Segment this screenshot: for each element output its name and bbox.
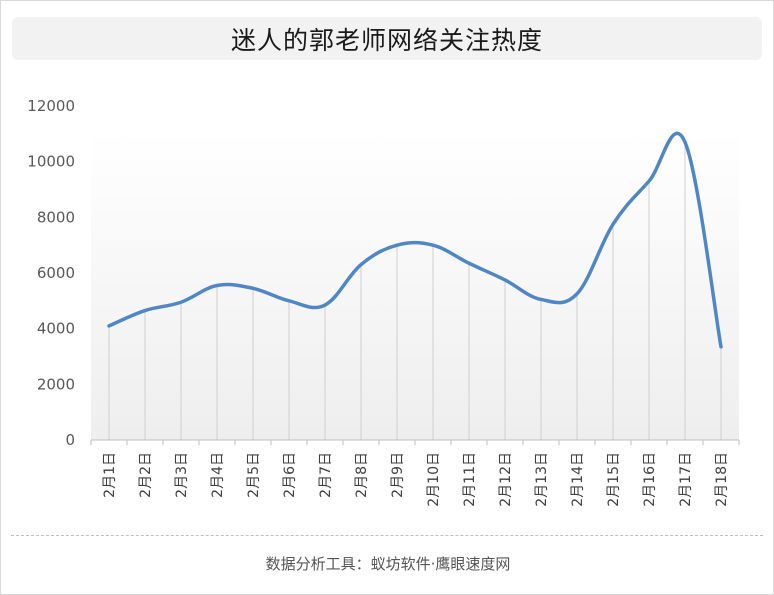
x-tick-label: 2月6日 <box>282 452 298 498</box>
line-chart: 0 2000 4000 6000 8000 10000 12000 2月1日 2月2日 2月3日… <box>27 97 740 507</box>
footer-divider <box>11 535 763 536</box>
x-tick-label: 2月5日 <box>246 452 262 498</box>
x-tick-label: 2月7日 <box>318 452 334 498</box>
x-tick-label: 2月17日 <box>678 452 694 507</box>
x-tick-label: 2月15日 <box>606 452 622 507</box>
footer-credit: 数据分析工具：蚁坊软件·鹰眼速度网 <box>265 555 511 573</box>
x-tick-label: 2月12日 <box>498 452 514 507</box>
x-tick-label: 2月11日 <box>462 452 478 507</box>
y-tick-label: 10000 <box>27 153 75 171</box>
x-tick-label: 2月13日 <box>534 452 550 507</box>
x-tick-label: 2月9日 <box>390 452 406 498</box>
chart-title: 迷人的郭老师网络关注热度 <box>230 25 543 55</box>
x-tick-label: 2月1日 <box>102 452 118 498</box>
plot-area <box>91 132 739 440</box>
y-tick-label: 0 <box>65 431 75 449</box>
y-tick-label: 6000 <box>37 264 75 282</box>
x-tick-label: 2月14日 <box>570 452 586 507</box>
x-tick-label: 2月4日 <box>210 452 226 498</box>
y-tick-label: 4000 <box>37 320 75 338</box>
x-tick-label: 2月8日 <box>354 452 370 498</box>
x-tick-label: 2月18日 <box>714 452 730 507</box>
title-bar: 迷人的郭老师网络关注热度 <box>12 17 762 60</box>
x-tick-label: 2月3日 <box>174 452 190 498</box>
y-tick-label: 12000 <box>27 97 75 115</box>
y-tick-label: 2000 <box>37 375 75 393</box>
series-line <box>107 131 723 349</box>
x-tick-label: 2月2日 <box>138 452 154 498</box>
x-tick-label: 2月10日 <box>426 452 442 507</box>
y-tick-label: 8000 <box>37 208 75 226</box>
x-tick-label: 2月16日 <box>642 452 658 507</box>
